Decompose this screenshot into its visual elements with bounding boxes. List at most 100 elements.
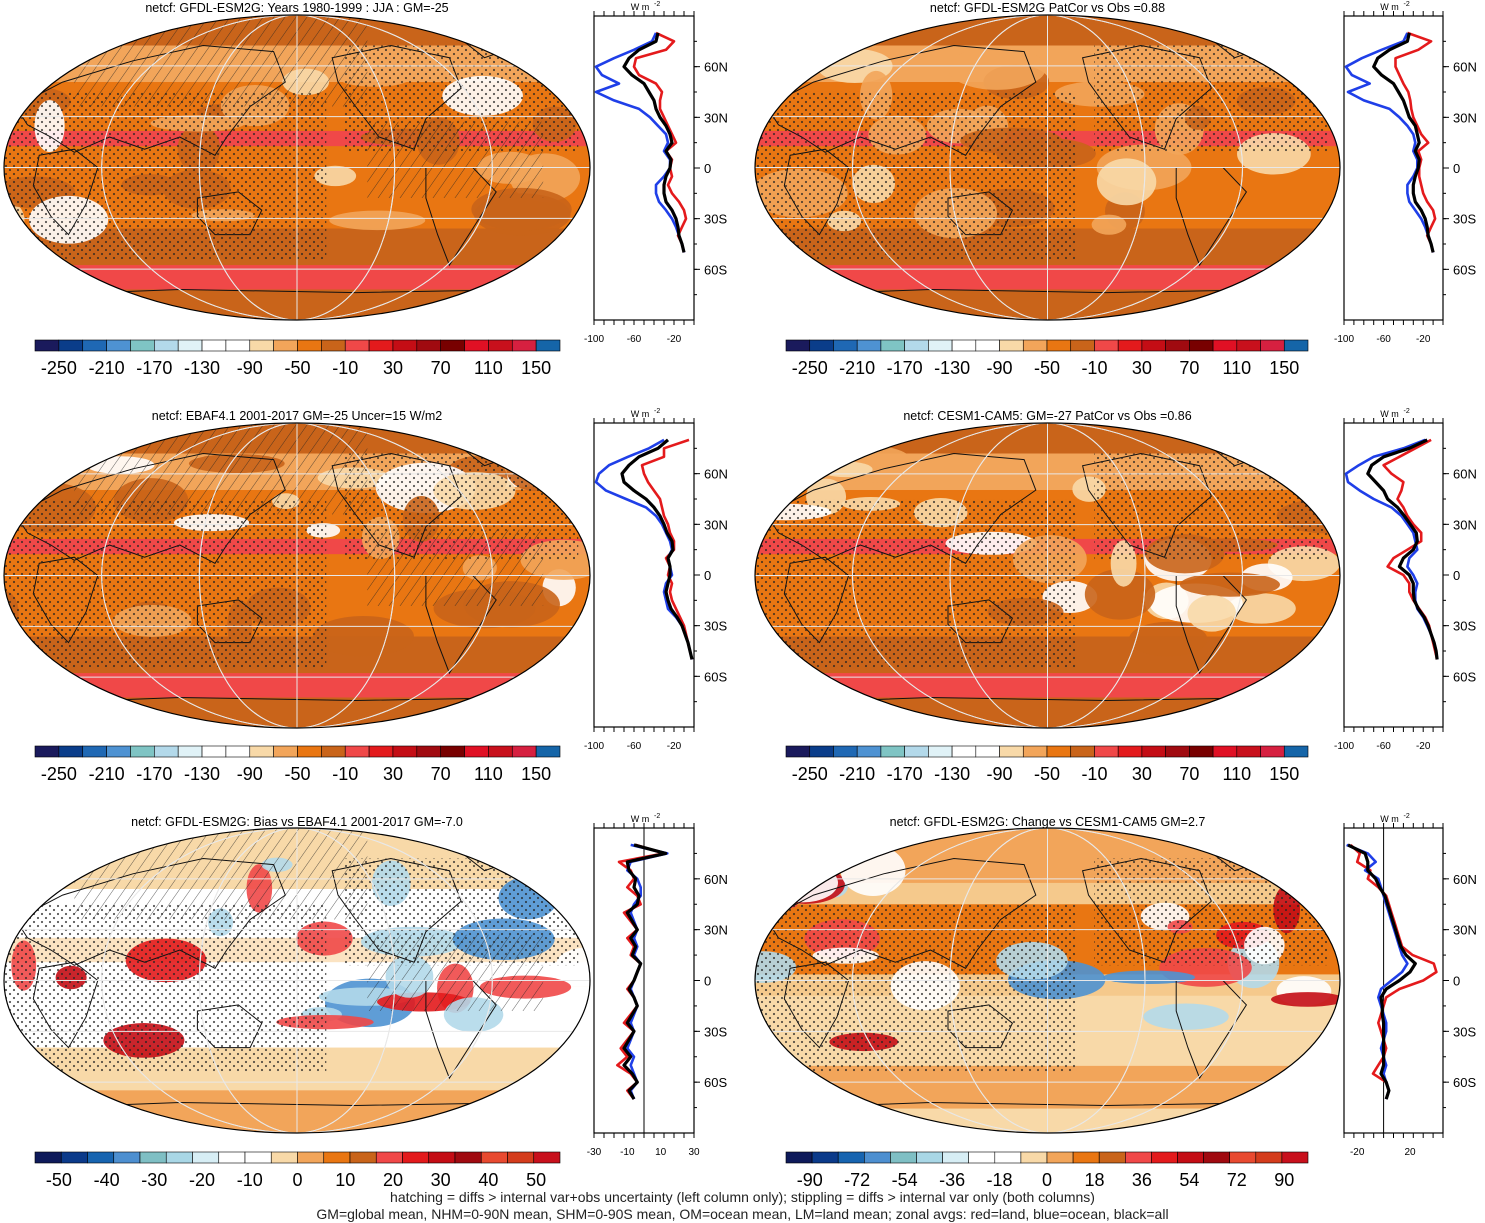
colorbar-label: 30 (383, 358, 403, 378)
panel-2: netcf: GFDL-ESM2G PatCor vs Obs =0.88-25… (750, 1, 1476, 378)
colorbar-label: -50 (1034, 358, 1060, 378)
colorbar-swatch (481, 1152, 507, 1163)
colorbar-label: -250 (792, 358, 828, 378)
colorbar-swatch (441, 746, 465, 757)
colorbar-label: -36 (939, 1170, 965, 1190)
colorbar-label: -90 (987, 764, 1013, 784)
colorbar-label: -170 (887, 764, 923, 784)
profile-xtick-label: -60 (627, 741, 642, 752)
profile-ytick-label: 60N (1453, 467, 1477, 482)
colorbar-swatch (833, 746, 857, 757)
profile-ytick-label: 0 (704, 568, 711, 583)
profile-xtick-label: -100 (584, 741, 604, 752)
panel-title: netcf: CESM1-CAM5: GM=-27 PatCor vs Obs … (903, 409, 1191, 423)
colorbar-swatch (1142, 746, 1166, 757)
profile-frame (1344, 16, 1443, 320)
profile-ytick-label: 60N (1453, 60, 1477, 75)
colorbar-label: 0 (292, 1170, 302, 1190)
map-field (4, 828, 619, 1133)
colorbar-swatch (943, 1152, 969, 1163)
panel-4: netcf: CESM1-CAM5: GM=-27 PatCor vs Obs … (740, 408, 1477, 784)
colorbar-swatch (226, 746, 250, 757)
profile-ytick-label: 60S (1453, 262, 1476, 277)
colorbar-swatch (1073, 1152, 1099, 1163)
profile-unit: W m (1380, 814, 1399, 824)
colorbar-label: -130 (184, 358, 220, 378)
colorbar-swatch (455, 1152, 481, 1163)
colorbar-label: 30 (431, 1170, 451, 1190)
profile-xtick-label: -100 (1334, 741, 1354, 752)
colorbar-swatch (508, 1152, 534, 1163)
colorbar-swatch (250, 340, 274, 351)
colorbar-swatch (1047, 746, 1071, 757)
colorbar-swatch (857, 340, 881, 351)
colorbar-swatch (226, 340, 250, 351)
colorbar-swatch (1047, 340, 1071, 351)
profile-ytick-label: 0 (1453, 568, 1460, 583)
colorbar-swatch (298, 1152, 324, 1163)
profile-ytick-label: 30N (1453, 923, 1477, 938)
colorbar-swatch (1094, 340, 1118, 351)
profile-ytick-label: 60N (704, 60, 728, 75)
colorbar-label: -54 (892, 1170, 918, 1190)
colorbar-label: -250 (41, 764, 77, 784)
colorbar-swatch (403, 1152, 429, 1163)
colorbar-label: 20 (383, 1170, 403, 1190)
colorbar-swatch (1125, 1152, 1151, 1163)
profile-ytick-label: 0 (1453, 161, 1460, 176)
profile-xtick-label: -60 (627, 334, 642, 345)
colorbar-swatch (812, 1152, 838, 1163)
profile-ytick-label: 60N (1453, 872, 1477, 887)
colorbar-swatch (786, 1152, 812, 1163)
profile-unit: W m (1380, 2, 1399, 12)
colorbar-swatch (995, 1152, 1021, 1163)
profile-line-land (642, 440, 692, 660)
colorbar-label: -170 (136, 358, 172, 378)
colorbar-swatch (350, 1152, 376, 1163)
profile-xtick-label: -20 (1416, 741, 1431, 752)
colorbar-swatch (1189, 746, 1213, 757)
colorbar-swatch (810, 340, 834, 351)
colorbar-swatch (917, 1152, 943, 1163)
colorbar-label: -130 (934, 764, 970, 784)
colorbar-swatch (1118, 340, 1142, 351)
colorbar-swatch (1023, 746, 1047, 757)
colorbar-swatch (1178, 1152, 1204, 1163)
colorbar-swatch (1023, 340, 1047, 351)
colorbar-label: 18 (1084, 1170, 1104, 1190)
map-field (0, 423, 607, 728)
profile-line-all (1374, 33, 1433, 253)
map-field (708, 828, 1349, 1133)
colorbar-label: -210 (839, 358, 875, 378)
colorbar-swatch (1021, 1152, 1047, 1163)
colorbar-swatch (1071, 746, 1095, 757)
profile-ytick-label: 30S (704, 619, 727, 634)
footer-note-means: GM=global mean, NHM=0-90N mean, SHM=0-90… (0, 1206, 1485, 1223)
panel-6: netcf: GFDL-ESM2G: Change vs CESM1-CAM5 … (708, 813, 1477, 1190)
profile-unit-exponent: -2 (654, 813, 660, 820)
profile-ytick-label: 60S (704, 262, 727, 277)
panel-title: netcf: GFDL-ESM2G: Bias vs EBAF4.1 2001-… (131, 815, 463, 829)
colorbar-swatch (83, 746, 107, 757)
colorbar-swatch (534, 1152, 560, 1163)
profile-ytick-label: 60S (704, 669, 727, 684)
colorbar-swatch (1189, 340, 1213, 351)
profile-ytick-label: 60N (704, 467, 728, 482)
colorbar-swatch (298, 746, 322, 757)
colorbar-swatch (324, 1152, 350, 1163)
colorbar-swatch (1204, 1152, 1230, 1163)
colorbar-swatch (250, 746, 274, 757)
colorbar-label: 70 (431, 358, 451, 378)
colorbar-swatch (465, 340, 489, 351)
panel-5: netcf: GFDL-ESM2G: Bias vs EBAF4.1 2001-… (4, 813, 728, 1190)
profile-xtick-label: -20 (667, 334, 682, 345)
colorbar-swatch (976, 340, 1000, 351)
profile-xtick-label: -20 (1350, 1147, 1365, 1158)
colorbar-label: 90 (1274, 1170, 1294, 1190)
colorbar-swatch (441, 340, 465, 351)
